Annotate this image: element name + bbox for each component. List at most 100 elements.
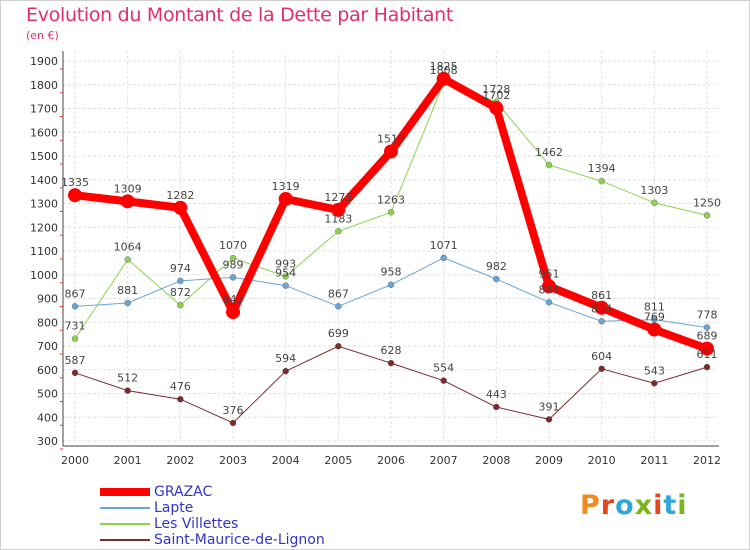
data-label-grazac: 1825 [430,60,458,73]
y-tick-label: 900 [37,293,58,306]
y-tick-label: 300 [37,435,58,448]
data-label-les-villettes: 1808 [430,64,458,77]
data-point-saint-maurice-de-lignon [387,359,395,367]
logo-letter: r [600,490,616,521]
x-tick-label: 2005 [324,454,352,467]
legend-label: Saint-Maurice-de-Lignon [154,532,325,548]
data-label-saint-maurice-de-lignon: 443 [486,388,507,401]
data-label-lapte: 778 [697,308,718,321]
data-label-les-villettes: 1728 [482,83,510,96]
data-label-les-villettes: 872 [170,286,191,299]
data-point-lapte [335,303,342,310]
x-tick-label: 2004 [272,454,300,467]
data-point-les-villettes [387,209,395,216]
legend-label: Lapte [154,500,194,516]
data-point-les-villettes [335,228,342,235]
data-label-lapte: 884 [539,283,560,296]
data-label-saint-maurice-de-lignon: 611 [697,348,718,361]
data-label-lapte: 958 [381,266,402,279]
x-tick-label: 2010 [588,454,616,467]
legend-item: Saint-Maurice-de-Lignon [100,532,325,548]
data-label-grazac: 689 [697,330,718,343]
data-label-grazac: 769 [644,311,665,324]
data-label-saint-maurice-de-lignon: 512 [117,372,138,385]
logo-letter: x [634,490,654,521]
y-tick-label: 400 [37,411,58,424]
y-tick-label: 1700 [30,103,58,116]
data-point-grazac [278,191,293,206]
data-point-grazac [384,144,398,159]
x-tick-label: 2003 [219,454,247,467]
data-point-les-villettes [177,301,184,309]
data-point-lapte [598,318,605,325]
y-tick-label: 1800 [30,79,58,92]
y-tick-label: 500 [37,388,58,401]
data-point-lapte [282,282,289,289]
data-label-lapte: 811 [644,301,665,314]
legend-swatch [100,488,150,496]
x-tick-label: 2007 [430,454,458,467]
y-tick-label: 1900 [30,55,58,68]
logo-letter: P [580,490,601,521]
data-label-saint-maurice-de-lignon: 587 [65,354,86,367]
logo-letter: t [663,490,678,521]
data-point-lapte [177,277,184,285]
y-tick-label: 1400 [30,174,58,187]
x-tick-label: 2009 [535,454,563,467]
data-label-lapte: 1071 [430,239,458,252]
data-point-grazac [542,279,556,294]
data-point-grazac [331,202,346,217]
y-tick-label: 1200 [30,221,58,234]
data-label-lapte: 804 [591,302,612,315]
data-point-saint-maurice-de-lignon [282,367,289,375]
chart-title: Evolution du Montant de la Dette par Hab… [26,4,454,26]
data-label-grazac: 1282 [166,189,194,202]
data-label-lapte: 881 [117,284,138,297]
data-point-saint-maurice-de-lignon [335,343,342,350]
data-label-les-villettes: 1303 [640,184,668,197]
logo-letter: i [677,490,688,521]
data-label-les-villettes: 1064 [114,241,142,254]
data-label-les-villettes: 1394 [588,162,616,175]
data-label-lapte: 867 [328,287,349,300]
data-point-lapte [229,274,237,281]
data-label-les-villettes: 1462 [535,146,563,159]
x-tick-label: 2011 [640,454,668,467]
data-point-grazac [173,200,188,215]
legend-label: Les Villettes [154,516,239,532]
logo-letter: i [653,490,664,521]
y-tick-label: 1600 [30,126,58,139]
data-point-lapte [493,275,500,283]
proxiti-logo: Proxiti [580,490,688,521]
legend-item: GRAZAC [100,484,212,500]
data-point-saint-maurice-de-lignon [545,416,553,423]
data-label-les-villettes: 731 [65,320,86,333]
y-tick-label: 1100 [30,245,58,258]
data-label-grazac: 951 [539,267,560,280]
data-point-grazac [120,194,135,209]
data-point-saint-maurice-de-lignon [440,377,447,384]
data-point-saint-maurice-de-lignon [598,365,605,372]
data-point-grazac [489,101,504,116]
data-label-les-villettes: 1250 [693,196,721,209]
y-tick-label: 600 [37,364,58,377]
data-point-saint-maurice-de-lignon [71,369,79,377]
legend-swatch [100,539,150,541]
data-point-lapte [703,324,711,331]
y-tick-label: 1000 [30,269,58,282]
data-label-lapte: 867 [65,287,86,300]
x-tick-label: 2001 [114,454,142,467]
data-point-saint-maurice-de-lignon [493,403,500,411]
data-point-grazac [594,300,609,315]
data-label-saint-maurice-de-lignon: 476 [170,380,191,393]
data-point-grazac [68,188,82,203]
data-point-saint-maurice-de-lignon [651,380,658,387]
data-label-lapte: 982 [486,260,507,273]
data-label-les-villettes: 1070 [219,239,247,252]
data-point-grazac [436,71,451,86]
data-point-lapte [387,281,395,288]
data-label-saint-maurice-de-lignon: 594 [275,352,296,365]
data-point-grazac [647,322,662,337]
data-point-les-villettes [598,177,605,185]
data-point-grazac [700,341,714,356]
